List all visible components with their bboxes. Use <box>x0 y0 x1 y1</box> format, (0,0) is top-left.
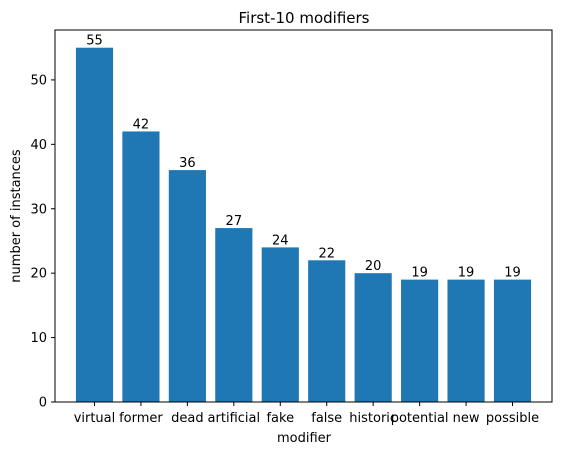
x-tick-label: artificial <box>208 411 261 426</box>
y-tick-label: 10 <box>30 331 47 346</box>
bar-value-label: 19 <box>411 266 428 281</box>
plot-frame <box>54 29 553 403</box>
bar-value-label: 19 <box>504 266 521 281</box>
x-tick-label: dead <box>171 411 203 426</box>
bar-historic <box>354 273 392 402</box>
x-tick-label: possible <box>486 411 539 426</box>
y-tick-label: 40 <box>30 138 47 153</box>
bar-value-label: 42 <box>133 117 150 132</box>
bar-value-label: 22 <box>318 246 335 261</box>
chart-title: First-10 modifiers <box>239 9 370 27</box>
y-tick-label: 30 <box>30 202 47 217</box>
x-tick-label: former <box>119 411 163 426</box>
bar-potential <box>401 279 439 402</box>
bar-value-label: 36 <box>179 156 196 171</box>
bar-dead <box>168 170 206 402</box>
bar-value-label: 19 <box>458 266 475 281</box>
y-axis-label: number of instances <box>9 149 24 283</box>
bar-artificial <box>215 228 253 402</box>
bar-false <box>308 260 346 402</box>
bars-layer <box>75 47 532 403</box>
y-tick-label: 20 <box>30 267 47 282</box>
bar-virtual <box>75 47 114 402</box>
bar-value-label: 27 <box>226 214 243 229</box>
bar-fake <box>261 247 299 402</box>
y-tick-label: 50 <box>30 73 47 88</box>
x-axis-ticks: virtual former dead artificial fake false hist… <box>74 402 539 426</box>
y-axis-ticks: 0 10 20 30 40 50 <box>30 73 55 411</box>
bar-new <box>447 279 485 402</box>
x-tick-label: false <box>311 411 342 426</box>
bar-value-label: 20 <box>365 259 382 274</box>
x-tick-label: virtual <box>74 411 116 426</box>
bar-possible <box>493 279 532 402</box>
x-tick-label: historic <box>349 411 397 426</box>
bar-former <box>122 131 160 403</box>
x-tick-label: fake <box>266 411 294 426</box>
y-tick-label: 0 <box>39 396 47 411</box>
bar-value-label: 24 <box>272 233 289 248</box>
x-axis-label: modifier <box>277 431 332 446</box>
bar-labels-layer: 55 42 36 27 24 22 20 19 19 19 <box>86 34 521 281</box>
x-tick-label: new <box>453 411 480 426</box>
bar-value-label: 55 <box>86 34 103 49</box>
x-tick-label: potential <box>391 411 449 426</box>
